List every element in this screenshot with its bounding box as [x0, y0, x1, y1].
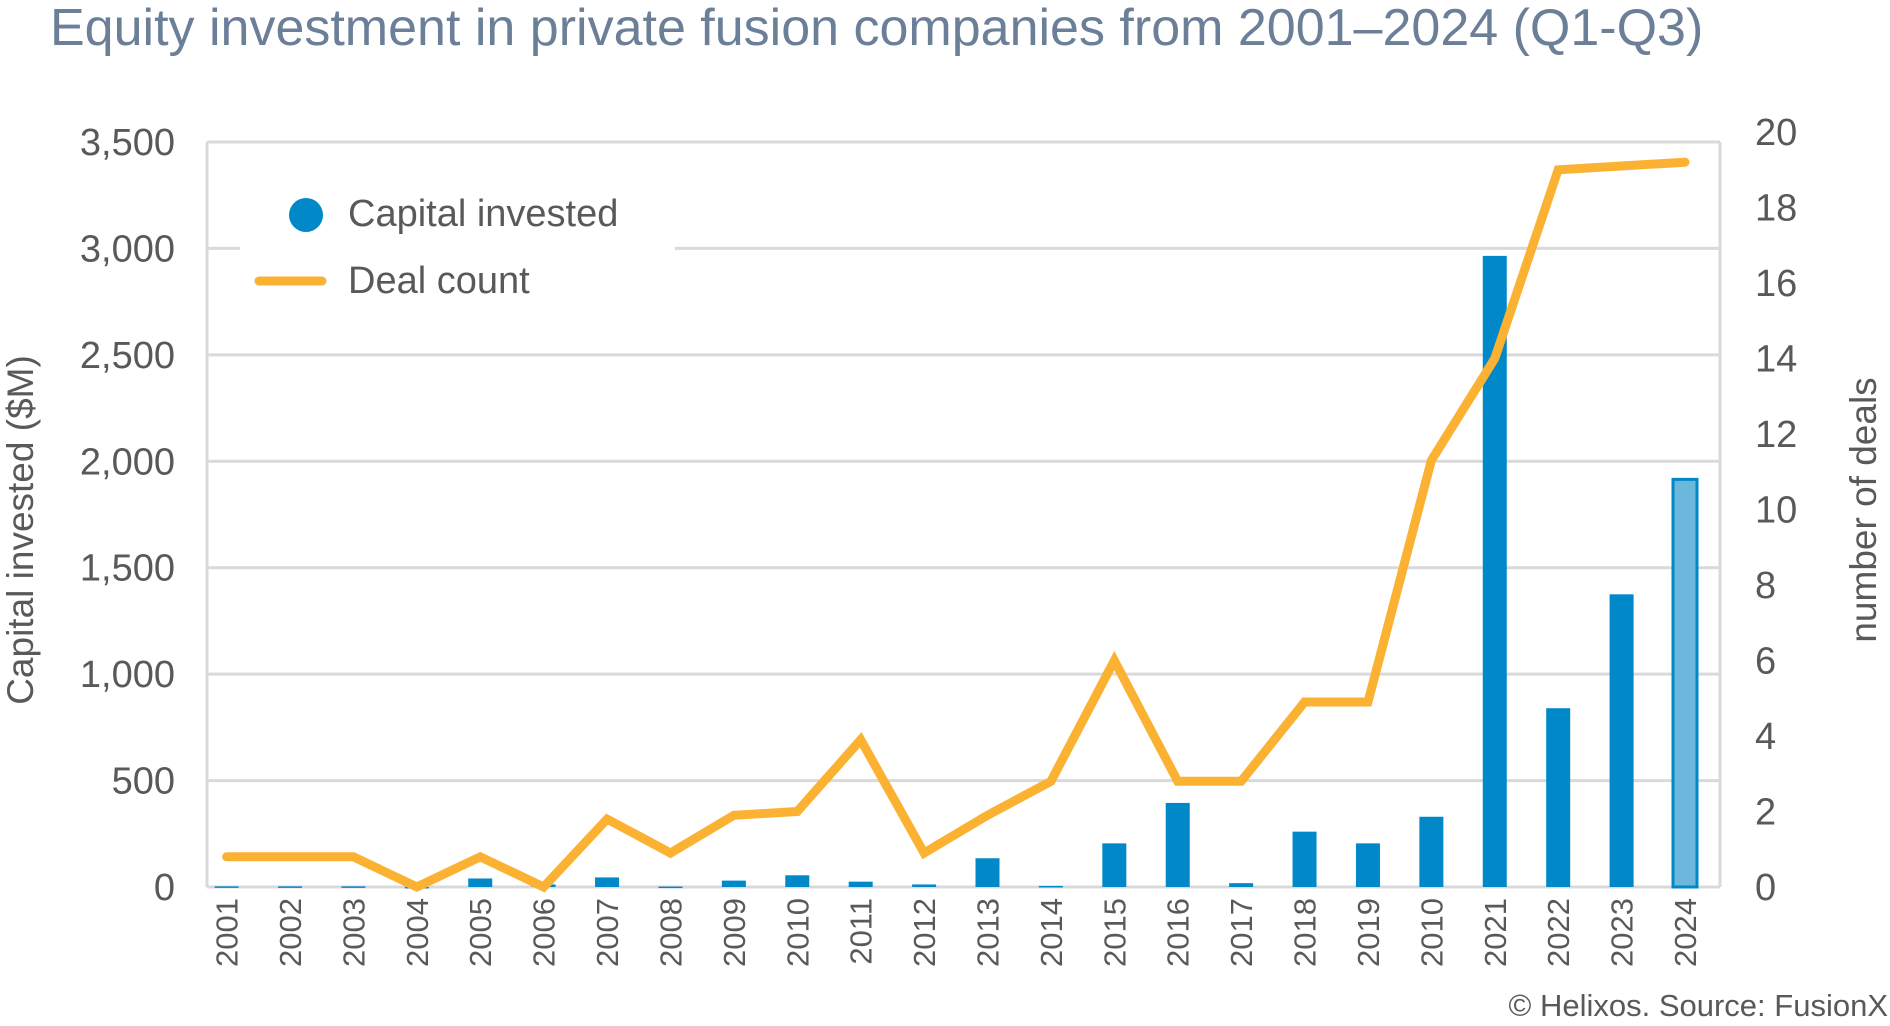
bar-2017	[1229, 883, 1254, 887]
y-left-tick-label: 3,500	[80, 122, 175, 164]
x-tick-label: 2013	[971, 898, 1006, 967]
x-tick-label: 2006	[527, 898, 562, 967]
bar-2023	[1609, 594, 1634, 887]
x-tick-label: 2009	[717, 898, 752, 967]
bar-2002	[278, 886, 303, 888]
x-tick-label: 2002	[273, 898, 308, 967]
legend-deal-label: Deal count	[348, 260, 530, 302]
y-left-tick-label: 1,500	[80, 548, 175, 590]
x-tick-label: 2004	[400, 898, 435, 967]
y-right-tick-label: 0	[1755, 867, 1776, 909]
bar-2008	[658, 886, 683, 889]
y-right-tick-label: 2	[1755, 792, 1776, 834]
bar-2024	[1671, 477, 1699, 889]
y-axis-right-title: number of deals	[1843, 377, 1884, 642]
x-tick-label: 2016	[1161, 898, 1196, 967]
y-left-tick-label: 2,000	[80, 441, 175, 483]
x-tick-label: 2005	[463, 898, 498, 967]
y-right-tick-label: 20	[1755, 112, 1797, 154]
bar-2013	[975, 858, 1000, 887]
x-tick-label: 2003	[336, 898, 371, 967]
x-tick-label: 2001	[210, 898, 245, 967]
source-note: © Helixos. Source: FusionX	[1509, 988, 1889, 1023]
bar-2003	[341, 886, 366, 888]
x-tick-label: 2021	[1478, 898, 1513, 967]
x-tick-label: 2010	[780, 898, 815, 967]
chart-title: Equity investment in private fusion comp…	[50, 0, 1703, 57]
x-tick-label: 2012	[907, 898, 942, 967]
axes: 0 500 1,000 1,500 2,000 2,500 3,000 3,500 0 2 4 6 8 1…	[80, 112, 1797, 967]
x-tick-label: 2023	[1605, 898, 1640, 967]
bar-2001	[214, 886, 239, 888]
y-right-tick-label: 14	[1755, 339, 1797, 381]
y-right-tick-label: 4	[1755, 716, 1776, 758]
deal-count-line	[222, 157, 1690, 893]
y-right-tick-label: 8	[1755, 565, 1776, 607]
x-tick-label: 2022	[1541, 898, 1576, 967]
bar-2005	[468, 878, 493, 887]
bars	[214, 255, 1699, 889]
y-left-tick-label: 1,000	[80, 654, 175, 696]
y-right-tick-label: 6	[1755, 641, 1776, 683]
x-tick-label: 2007	[590, 898, 625, 967]
x-tick-label: 2010	[1414, 898, 1449, 967]
bar-2012	[912, 884, 937, 887]
y-left-tick-label: 2,500	[80, 335, 175, 377]
y-left-tick-label: 0	[154, 867, 175, 909]
bar-2015	[1102, 843, 1127, 887]
y-right-tick-label: 18	[1755, 188, 1797, 230]
x-tick-label: 2014	[1034, 898, 1069, 967]
y-axis-left-title: Capital invested ($M)	[0, 355, 41, 705]
bar-2010	[1419, 816, 1444, 887]
y-right-tick-label: 10	[1755, 490, 1797, 532]
x-tick-label: 2024	[1668, 898, 1703, 967]
legend: Capital invested Deal count	[240, 180, 675, 320]
bar-2007	[595, 877, 620, 887]
x-tick-label: 2017	[1224, 898, 1259, 967]
legend-capital-marker	[289, 198, 323, 232]
bar-2018	[1292, 831, 1317, 887]
bar-2009	[721, 880, 746, 887]
bar-2016	[1165, 802, 1190, 887]
x-tick-label: 2018	[1288, 898, 1323, 967]
bar-2011	[848, 881, 873, 887]
x-tick-label: 2011	[844, 898, 879, 965]
bar-2019	[1355, 843, 1380, 887]
bar-2014	[1038, 885, 1063, 888]
deal-count-series	[222, 157, 1690, 893]
x-tick-label: 2015	[1097, 898, 1132, 967]
y-left-tick-label: 3,000	[80, 228, 175, 270]
bar-2010	[785, 875, 810, 887]
legend-capital-label: Capital invested	[348, 193, 618, 235]
y-right-tick-label: 16	[1755, 263, 1797, 305]
y-right-tick-label: 12	[1755, 414, 1797, 456]
x-tick-label: 2008	[653, 898, 688, 967]
y-left-tick-label: 500	[112, 761, 175, 803]
x-tick-label: 2019	[1351, 898, 1386, 967]
bar-2022	[1546, 708, 1571, 887]
